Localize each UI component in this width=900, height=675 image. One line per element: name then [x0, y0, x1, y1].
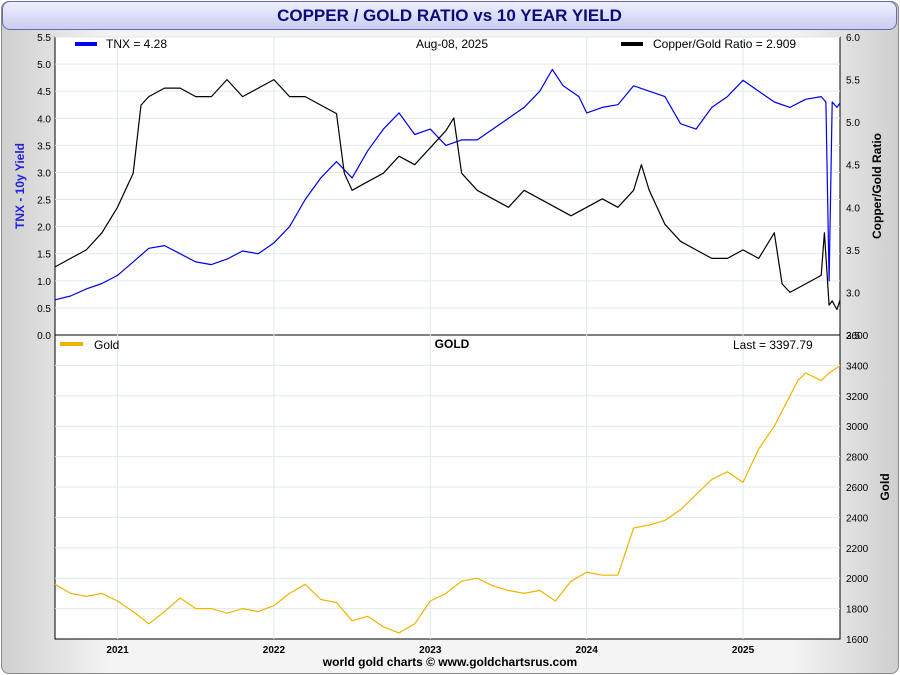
series-layer	[54, 68, 841, 634]
ratio-tick-label: 4.0	[846, 203, 860, 214]
gold-legend-label: Gold	[94, 338, 119, 352]
tick-labels: 0.00.51.01.52.02.53.03.54.04.55.05.52.53…	[37, 33, 869, 656]
ratio-legend-label: Copper/Gold Ratio = 2.909	[653, 37, 796, 51]
ratio-tick-label: 2.5	[846, 331, 860, 342]
x-tick-label: 2023	[419, 645, 442, 656]
ratio-series-line	[54, 78, 841, 311]
x-tick-label: 2021	[106, 645, 129, 656]
ratio-tick-label: 4.5	[846, 161, 860, 172]
chart-title: COPPER / GOLD RATIO vs 10 YEAR YIELD	[2, 1, 897, 30]
gold-tick-label: 1600	[846, 635, 869, 646]
date-label: Aug-08, 2025	[416, 37, 488, 51]
gold-series-line	[54, 365, 841, 634]
ratio-tick-label: 3.5	[846, 246, 860, 257]
ratio-tick-label: 6.0	[846, 33, 860, 44]
gold-tick-label: 2800	[846, 453, 869, 464]
x-tick-label: 2024	[576, 645, 599, 656]
tnx-tick-label: 4.0	[37, 114, 51, 125]
gold-tick-label: 1800	[846, 605, 869, 616]
tnx-tick-label: 2.5	[37, 196, 51, 207]
ratio-axis-title: Copper/Gold Ratio	[870, 133, 884, 239]
tnx-tick-label: 2.0	[37, 223, 51, 234]
tnx-legend-label: TNX = 4.28	[106, 37, 167, 51]
ratio-tick-label: 5.0	[846, 118, 860, 129]
tnx-tick-label: 3.5	[37, 141, 51, 152]
gold-tick-label: 2400	[846, 513, 869, 524]
tnx-tick-label: 5.0	[37, 60, 51, 71]
gold-tick-label: 2200	[846, 544, 869, 555]
tnx-tick-label: 0.0	[37, 331, 51, 342]
tnx-tick-label: 5.5	[37, 33, 51, 44]
gold-tick-label: 2000	[846, 574, 869, 585]
tnx-tick-label: 1.0	[37, 277, 51, 288]
gold-tick-label: 3200	[846, 392, 869, 403]
gold-axis-title: Gold	[878, 473, 892, 500]
x-tick-label: 2022	[263, 645, 286, 656]
gold-tick-label: 3600	[846, 331, 869, 342]
gold-panel-title: GOLD	[435, 337, 470, 351]
tnx-tick-label: 1.5	[37, 250, 51, 261]
tnx-tick-label: 4.5	[37, 87, 51, 98]
upper-plot-area	[54, 36, 841, 336]
gold-tick-label: 2600	[846, 483, 869, 494]
gold-last-label: Last = 3397.79	[733, 338, 813, 352]
tnx-axis-title: TNX - 10y Yield	[13, 143, 27, 229]
ratio-tick-label: 5.5	[846, 76, 860, 87]
x-tick-label: 2025	[732, 645, 755, 656]
gold-tick-label: 3000	[846, 422, 869, 433]
tnx-series-line	[54, 68, 841, 301]
footer-credit: world gold charts © www.goldchartsrus.co…	[322, 655, 578, 669]
gold-tick-label: 3400	[846, 361, 869, 372]
ratio-tick-label: 3.0	[846, 288, 860, 299]
tnx-tick-label: 3.0	[37, 168, 51, 179]
tnx-tick-label: 0.5	[37, 304, 51, 315]
